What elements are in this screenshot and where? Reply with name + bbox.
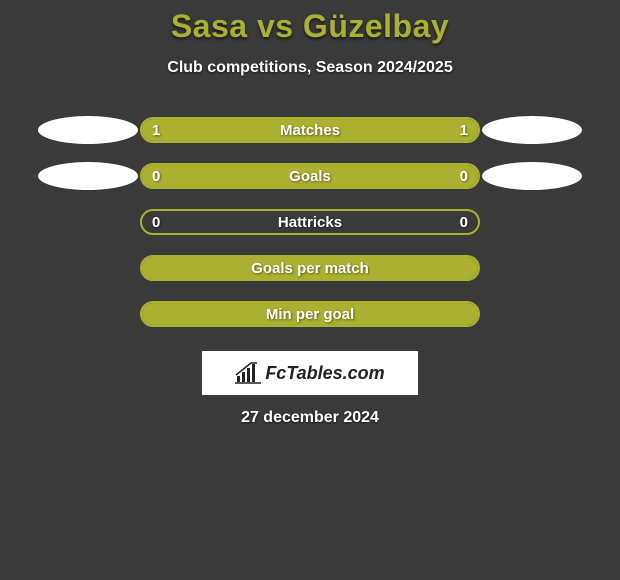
page-title: Sasa vs Güzelbay xyxy=(0,8,620,45)
comparison-card: Sasa vs Güzelbay Club competitions, Seas… xyxy=(0,0,620,427)
stat-bar: 00Goals xyxy=(140,163,480,189)
avatar-right xyxy=(482,162,582,190)
logo-text: FcTables.com xyxy=(265,363,384,384)
stat-row: 11Matches xyxy=(0,107,620,153)
stat-label: Min per goal xyxy=(142,303,478,325)
date-label: 27 december 2024 xyxy=(0,409,620,427)
stat-bar: 11Matches xyxy=(140,117,480,143)
avatar-left xyxy=(38,162,138,190)
stat-row: Goals per match xyxy=(0,245,620,291)
stat-row: Min per goal xyxy=(0,291,620,337)
avatar-right-slot xyxy=(480,116,584,144)
stat-bar: Goals per match xyxy=(140,255,480,281)
stat-rows: 11Matches 00Goals 00Hattricks Goals per mat… xyxy=(0,107,620,337)
stat-bar: 00Hattricks xyxy=(140,209,480,235)
avatar-right-slot xyxy=(480,162,584,190)
avatar-left-slot xyxy=(36,116,140,144)
stat-bar: Min per goal xyxy=(140,301,480,327)
stat-label: Goals xyxy=(142,165,478,187)
stat-row: 00Goals xyxy=(0,153,620,199)
stat-label: Goals per match xyxy=(142,257,478,279)
stat-label: Matches xyxy=(142,119,478,141)
barchart-icon xyxy=(235,362,261,384)
logo-box[interactable]: FcTables.com xyxy=(202,351,418,395)
avatar-right xyxy=(482,116,582,144)
avatar-left-slot xyxy=(36,162,140,190)
stat-row: 00Hattricks xyxy=(0,199,620,245)
subtitle: Club competitions, Season 2024/2025 xyxy=(0,59,620,77)
stat-label: Hattricks xyxy=(142,211,478,233)
avatar-left xyxy=(38,116,138,144)
